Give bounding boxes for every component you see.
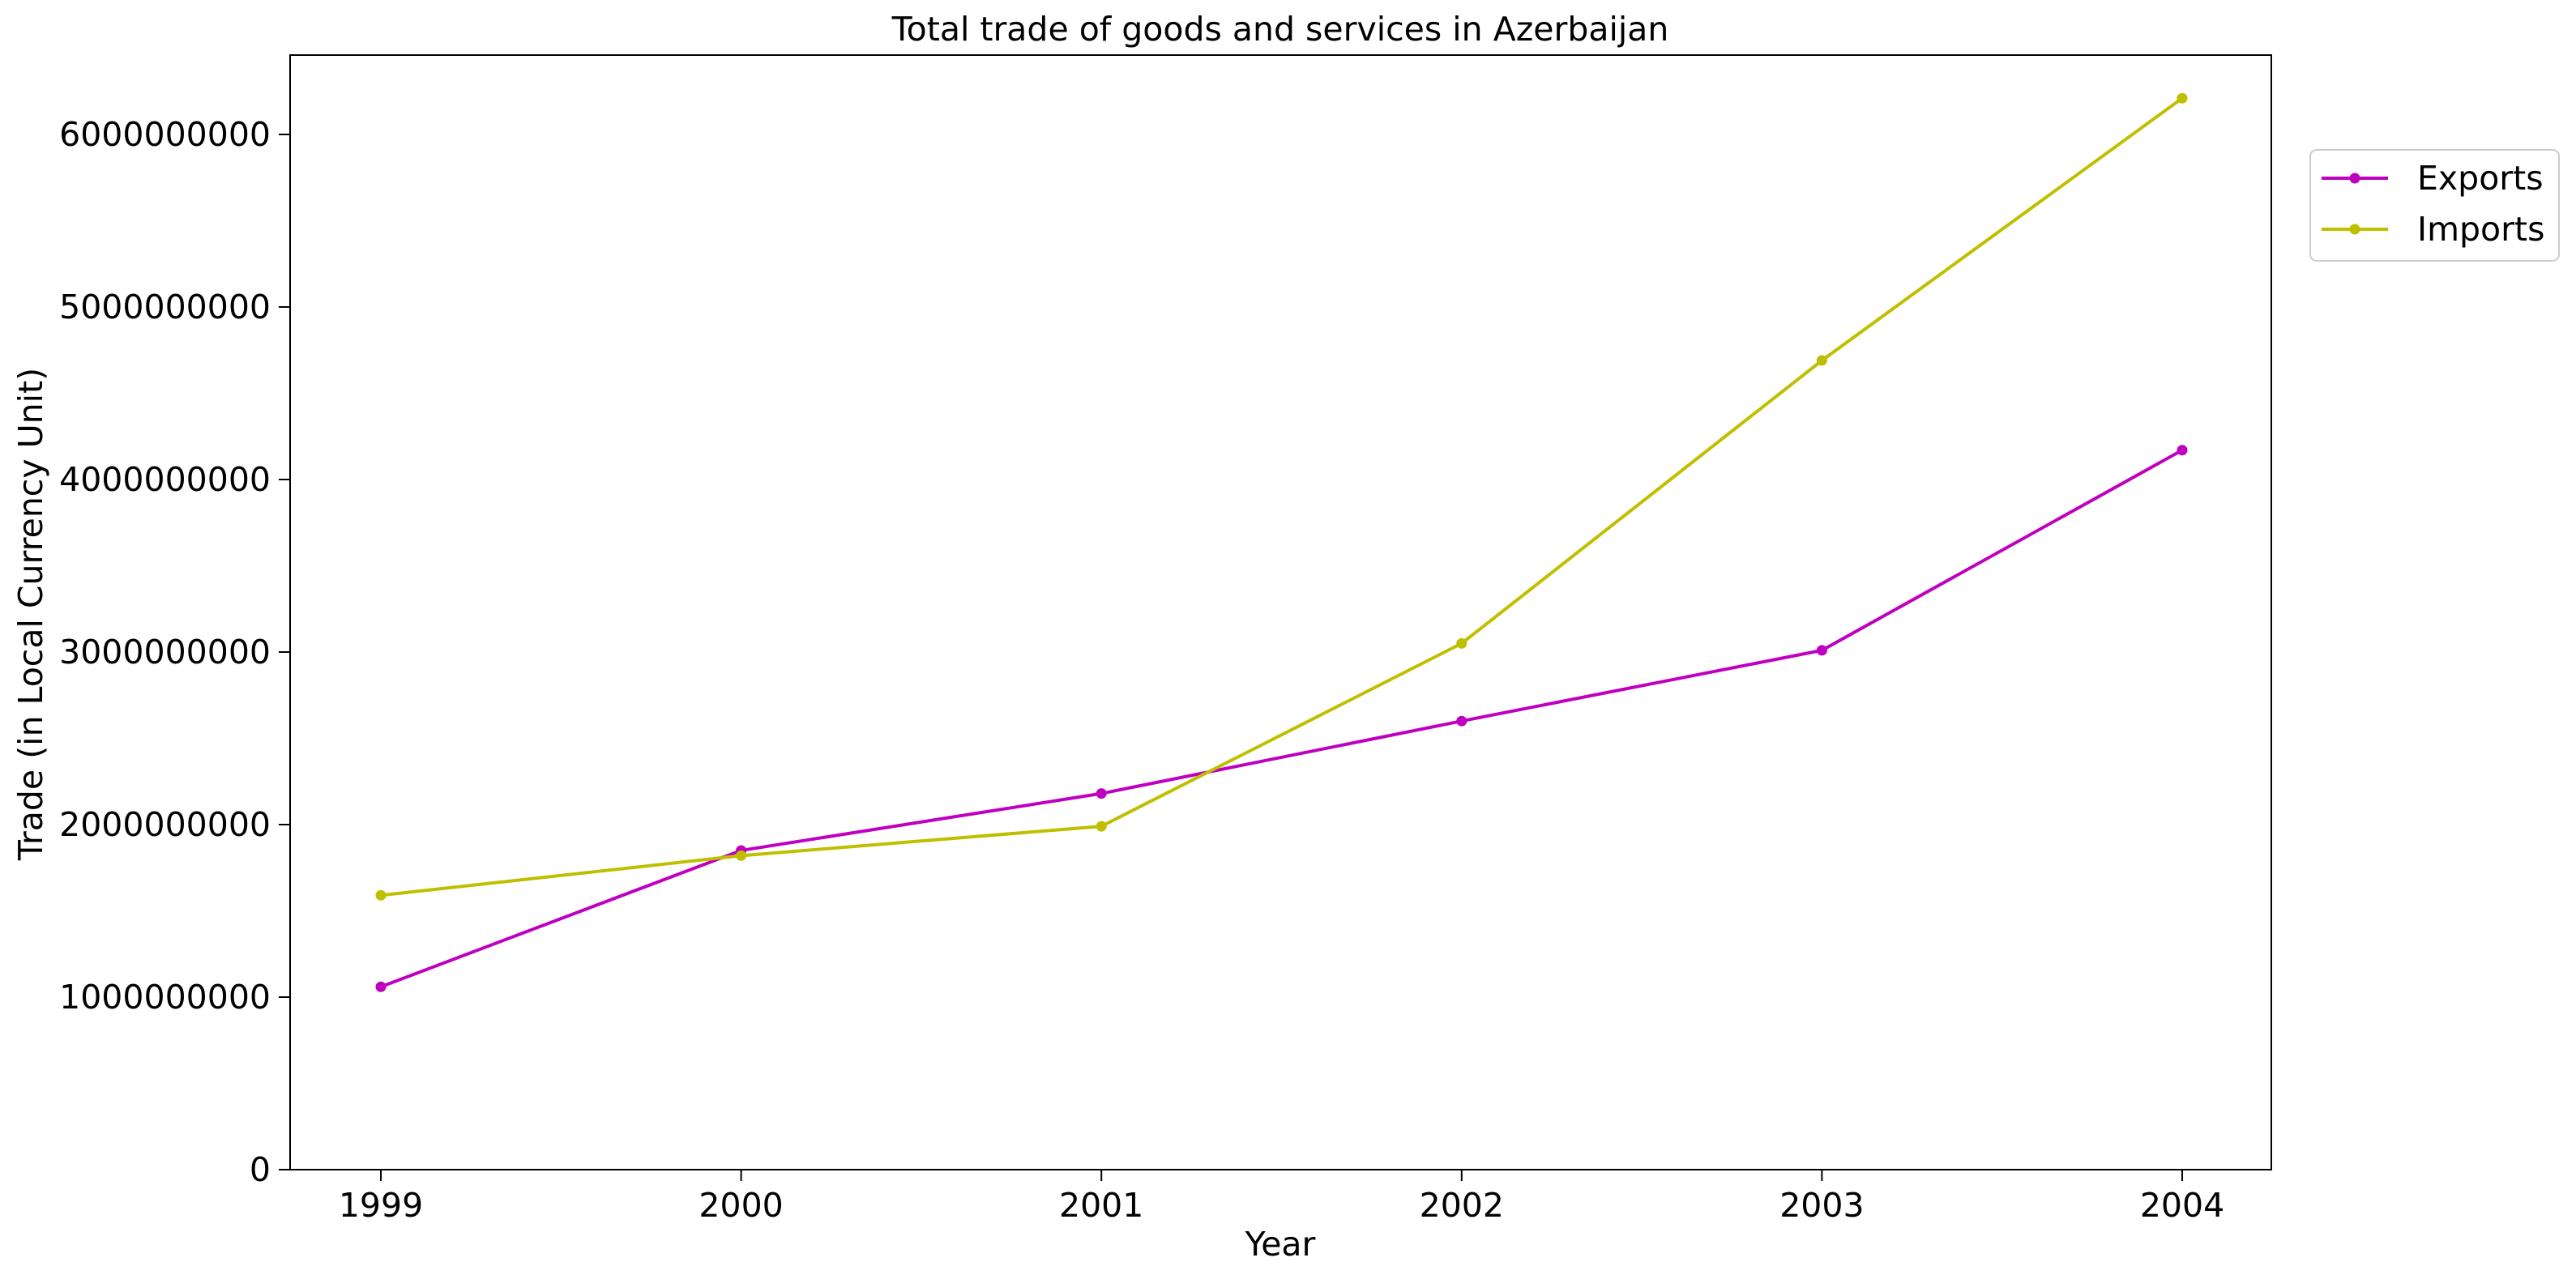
exports-point-2002 [1456,715,1467,727]
imports-legend-label: Imports [2417,210,2544,249]
y-tick-label-3: 3000000000 [59,633,271,671]
imports-legend-marker [2349,224,2360,235]
x-tick-label-5: 2004 [2140,1186,2224,1225]
exports-point-2003 [1816,645,1827,656]
y-tick-label-4: 4000000000 [59,460,271,499]
exports-legend-marker [2349,173,2360,184]
x-tick-label-3: 2002 [1420,1186,1504,1225]
y-tick-label-2: 2000000000 [59,805,271,844]
y-tick-label-6: 6000000000 [59,115,271,154]
exports-point-2004 [2177,445,2188,456]
imports-point-2004 [2177,92,2188,104]
legend: Exports Imports [2309,149,2560,262]
exports-point-1999 [375,981,387,992]
imports-point-2002 [1456,637,1467,649]
x-tick-label-2: 2001 [1059,1186,1143,1225]
y-tick-label-1: 1000000000 [59,978,271,1017]
x-tick-label-0: 1999 [339,1186,423,1225]
imports-point-1999 [375,889,387,901]
y-axis-title: Trade (in Local Currency Unit) [11,368,50,861]
plot-area: 0 1000000000 2000000000 3000000000 400000000… [59,54,2272,1225]
imports-point-2003 [1816,355,1827,366]
exports-point-2001 [1096,788,1107,799]
x-tick-label-1: 2000 [698,1186,783,1225]
imports-point-2001 [1096,821,1107,832]
plot-frame [289,54,2272,1170]
x-axis-title: Year [1245,1225,1316,1264]
chart-title: Total trade of goods and services in Aze… [891,10,1669,49]
imports-series-line [380,96,2184,897]
imports-point-2000 [736,850,747,861]
exports-legend-label: Exports [2417,159,2544,198]
x-tick-label-4: 2003 [1779,1186,1864,1225]
exports-series-line [380,449,2183,989]
y-tick-label-5: 5000000000 [59,288,271,326]
y-tick-label-0: 0 [250,1150,271,1189]
